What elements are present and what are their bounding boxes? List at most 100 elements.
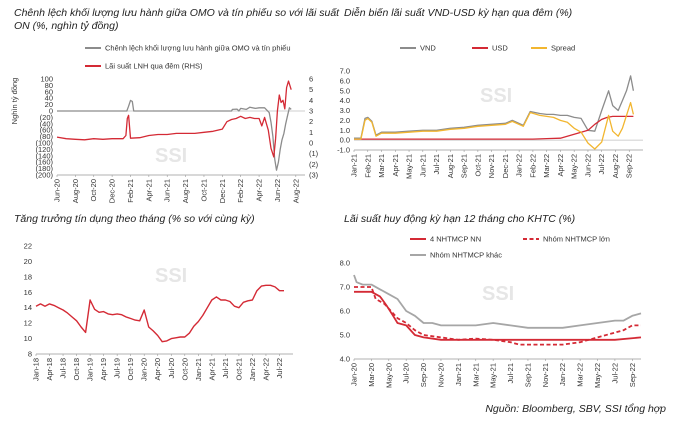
chart2-title: Diễn biến lãi suất VND-USD kỳ hạn qua đê… — [344, 7, 573, 19]
y-tick-label: 6.0 — [340, 76, 350, 85]
series-line-3 — [354, 101, 635, 150]
x-tick-label: Sep-20 — [419, 363, 428, 387]
x-tick-label: May-20 — [384, 363, 393, 388]
x-tick-label: Jul-22 — [275, 358, 284, 378]
x-tick-label: Mar-21 — [377, 154, 386, 178]
y-tick-label: 80 — [45, 81, 53, 90]
y-tick-label: (100) — [35, 139, 53, 148]
y-tick-label: 3.0 — [340, 106, 350, 115]
x-tick-label: Jul-22 — [597, 154, 606, 174]
y2-tick-label: 0 — [309, 139, 313, 148]
x-tick-label: Oct-21 — [199, 179, 208, 202]
y-tick-label: 8.0 — [340, 259, 350, 268]
y-tick-label: 12 — [24, 319, 32, 328]
series-line-2 — [354, 115, 634, 140]
legend-label: USD — [492, 44, 508, 53]
chart1-title: Chênh lệch khối lượng lưu hành giữa OMO … — [14, 7, 340, 32]
y-tick-label: 60 — [45, 87, 53, 96]
watermark-1: SSI — [155, 145, 188, 167]
y-tick-label: 22 — [24, 242, 32, 251]
y-tick-label: 4.0 — [340, 355, 350, 364]
x-tick-label: Oct-21 — [473, 154, 482, 177]
x-tick-label: Jul-20 — [402, 363, 411, 383]
x-tick-label: Mar-22 — [542, 154, 551, 178]
series-line-3 — [353, 274, 642, 329]
x-tick-label: Dec-20 — [108, 179, 117, 203]
y-tick-label: 2.0 — [340, 116, 350, 125]
y-tick-label: (120) — [35, 145, 53, 154]
x-tick-label: Jan-22 — [515, 154, 524, 177]
x-tick-label: Oct-18 — [72, 358, 81, 381]
y-tick-label: 7.0 — [340, 283, 350, 292]
legend-label: Lãi suất LNH qua đêm (RHS) — [105, 62, 203, 71]
y2-tick-label: (1) — [309, 149, 319, 158]
y-tick-label: 0.0 — [340, 136, 350, 145]
y-tick-label: 5.0 — [340, 331, 350, 340]
x-tick-label: Aug-22 — [611, 154, 620, 178]
x-tick-label: Jan-20 — [140, 358, 149, 381]
x-tick-label: Apr-22 — [556, 154, 565, 177]
y2-tick-label: 5 — [309, 85, 313, 94]
legend-label: 4 NHTMCP NN — [430, 235, 481, 244]
x-tick-label: Sep-22 — [628, 363, 637, 387]
x-tick-label: Apr-20 — [153, 358, 162, 381]
x-tick-label: Apr-21 — [144, 179, 153, 202]
y2-tick-label: 4 — [309, 96, 313, 105]
x-tick-label: Aug-20 — [71, 179, 80, 203]
x-tick-label: Jul-21 — [432, 154, 441, 174]
legend-label: Spread — [551, 44, 575, 53]
x-tick-label: Jan-21 — [350, 154, 359, 177]
x-tick-label: Jan-22 — [248, 358, 257, 381]
y-tick-label: 40 — [45, 94, 53, 103]
series-line-1 — [57, 99, 292, 171]
x-tick-label: Jul-20 — [167, 358, 176, 378]
y-tick-label: 18 — [24, 272, 32, 281]
y2-tick-label: 2 — [309, 117, 313, 126]
x-tick-label: Nov-21 — [541, 363, 550, 387]
series-line-2 — [56, 80, 292, 158]
x-tick-label: Feb-22 — [236, 179, 245, 203]
x-tick-label: Oct-21 — [234, 358, 243, 381]
x-tick-label: Sep-21 — [460, 154, 469, 178]
y-tick-label: 0 — [49, 107, 53, 116]
y-tick-label: 7.0 — [340, 67, 350, 76]
y-tick-label: (160) — [35, 158, 53, 167]
x-tick-label: Jun-20 — [53, 179, 62, 202]
series-line-2 — [354, 286, 641, 346]
x-tick-label: Jul-21 — [221, 358, 230, 378]
x-tick-label: Nov-20 — [436, 363, 445, 387]
watermark-4: SSI — [482, 283, 515, 305]
chart1-omo-vs-on-rate: 100806040200(20)(40)(60)(80)(100)(120)(1… — [10, 44, 319, 204]
x-tick-label: Jun-22 — [273, 179, 282, 202]
x-tick-label: Dec-21 — [501, 154, 510, 178]
x-tick-label: Jan-22 — [558, 363, 567, 386]
y2-tick-label: 6 — [309, 75, 313, 84]
y-tick-label: (40) — [40, 119, 54, 128]
y2-tick-label: (2) — [309, 160, 319, 169]
legend-label: VND — [420, 44, 436, 53]
x-tick-label: Feb-21 — [126, 179, 135, 203]
y-tick-label: 6.0 — [340, 307, 350, 316]
y-tick-label: 20 — [24, 257, 32, 266]
x-tick-label: Jun-21 — [163, 179, 172, 202]
x-tick-label: Oct-19 — [126, 358, 135, 381]
x-tick-label: Jul-19 — [113, 358, 122, 378]
x-tick-label: Apr-22 — [255, 179, 264, 202]
x-tick-label: May-22 — [570, 154, 579, 179]
x-tick-label: Oct-20 — [180, 358, 189, 381]
x-tick-label: Jun-21 — [418, 154, 427, 177]
series-line-1 — [354, 290, 642, 341]
chart4-title: Lãi suất huy động kỳ hạn 12 tháng cho KH… — [344, 213, 576, 225]
y-tick-label: 14 — [24, 303, 32, 312]
x-tick-label: Jan-21 — [454, 363, 463, 386]
x-tick-label: Aug-21 — [181, 179, 190, 203]
x-tick-label: Mar-22 — [576, 363, 585, 387]
legend-label: Nhóm NHTMCP khác — [430, 251, 502, 260]
y-tick-label: (180) — [35, 164, 53, 173]
x-tick-label: Feb-21 — [363, 154, 372, 178]
y-tick-label: (20) — [40, 113, 54, 122]
y-tick-label: 20 — [45, 100, 53, 109]
x-tick-label: Jan-19 — [86, 358, 95, 381]
